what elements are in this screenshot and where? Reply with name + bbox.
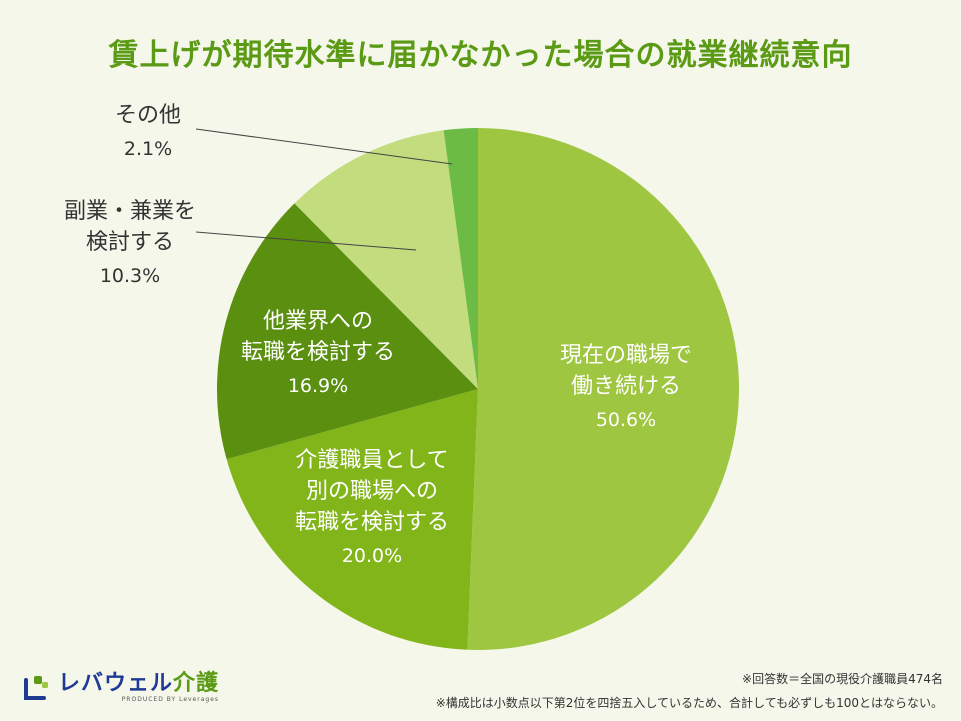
pie-slice-4 — [294, 130, 478, 389]
leader-line-5 — [195, 128, 453, 165]
brand-logo: レバウェル介護 PRODUCED BY Leverages — [22, 664, 219, 710]
slice-label-2-line-1: 介護職員として — [295, 448, 448, 473]
chart-title: 賃上げが期待水準に届かなかった場合の就業継続意向 — [108, 38, 853, 73]
slice-label-1-line-2: 働き続ける — [571, 374, 681, 399]
slice-label-1-line-1: 現在の職場で — [560, 343, 692, 368]
slice-value-3: 16.9% — [288, 375, 348, 397]
slice-label-2-line-2: 別の職場への — [306, 479, 438, 504]
slice-value-1: 50.6% — [596, 409, 656, 431]
pie-slice-1 — [467, 128, 739, 650]
slice-label-2-line-3: 転職を検討する — [295, 510, 449, 535]
slice-label-4-line-2: 検討する — [86, 230, 174, 255]
logo-mark-icon — [22, 672, 52, 702]
logo-subtitle: PRODUCED BY Leverages — [121, 695, 220, 703]
logo-name: レバウェル介護 — [58, 670, 220, 696]
slice-value-4: 10.3% — [100, 265, 160, 287]
slice-label-3-line-2: 転職を検討する — [241, 340, 395, 365]
slice-label-3-line-1: 他業界への — [263, 309, 373, 334]
pie-slice-5 — [443, 128, 478, 389]
slice-label-4-line-1: 副業・兼業を — [64, 199, 196, 224]
footnote-respondents: ※回答数＝全国の現役介護職員474名 — [742, 672, 943, 686]
footnotes: ※回答数＝全国の現役介護職員474名 ※構成比は小数点以下第2位を四捨五入してい… — [436, 667, 943, 715]
footnote-rounding: ※構成比は小数点以下第2位を四捨五入しているため、合計しても必ずしも100とはな… — [435, 696, 943, 710]
slice-value-2: 20.0% — [342, 545, 402, 567]
leader-line-4 — [195, 231, 417, 251]
slice-label-5-line-1: その他 — [115, 103, 181, 128]
pie-slice-3 — [217, 203, 478, 460]
pie-slice-2 — [226, 389, 478, 650]
slice-value-5: 2.1% — [124, 138, 172, 160]
